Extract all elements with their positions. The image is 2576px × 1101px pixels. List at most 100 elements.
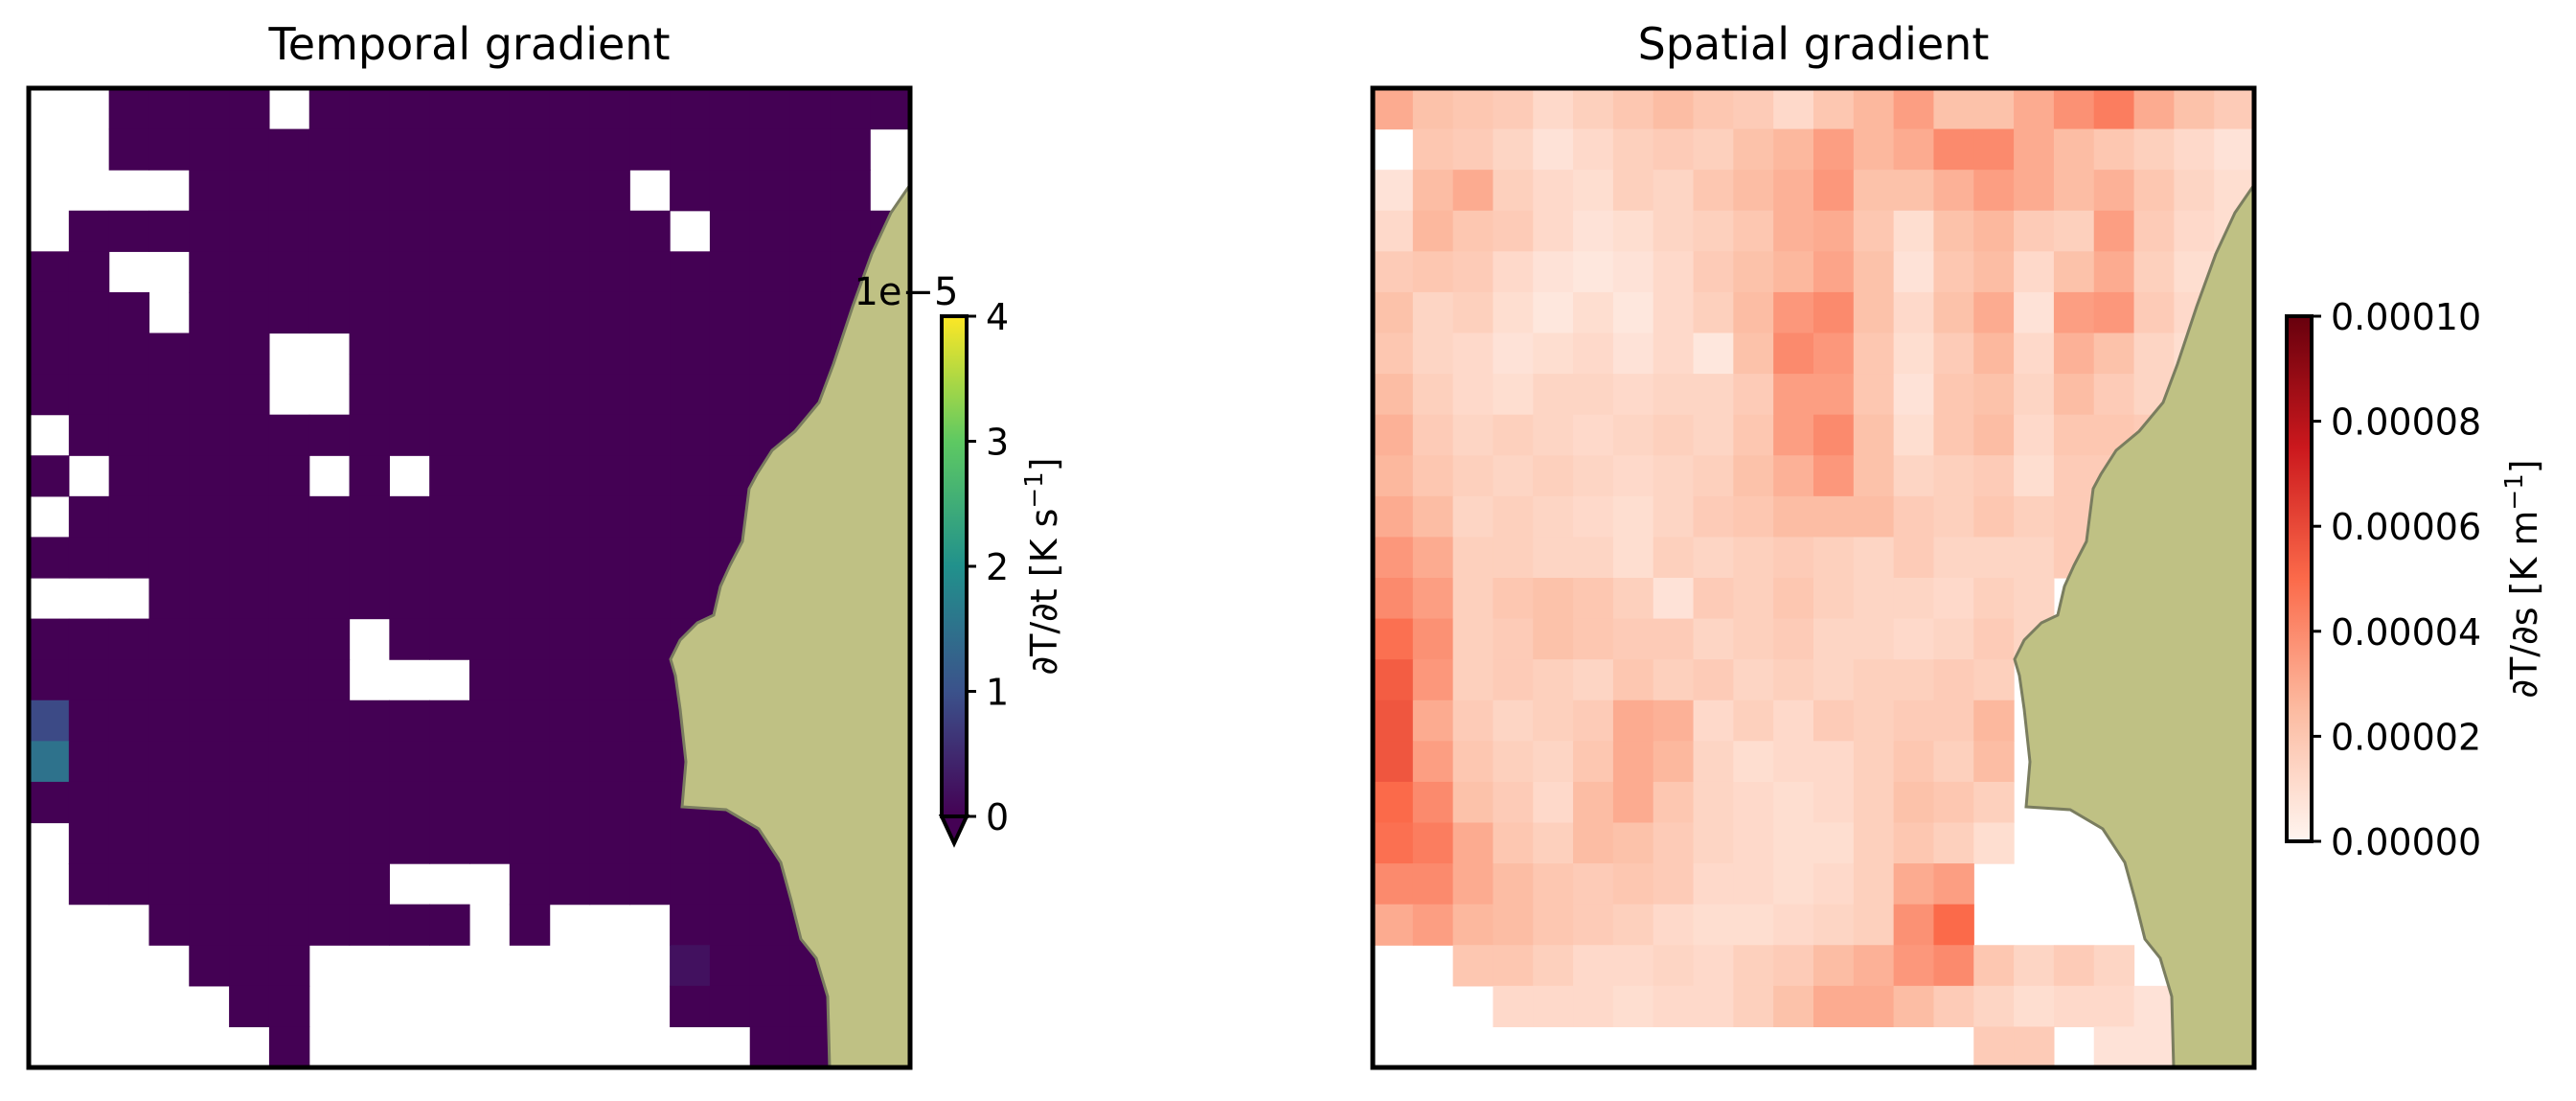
heatmap-cell — [29, 659, 70, 701]
heatmap-cell — [670, 414, 711, 456]
heatmap-cell — [429, 822, 470, 864]
heatmap-cell — [1973, 333, 2015, 375]
heatmap-cell — [1412, 414, 1454, 456]
heatmap-cell — [308, 495, 351, 539]
heatmap-cell — [629, 291, 671, 334]
heatmap-cell — [1373, 781, 1414, 824]
heatmap-cell — [68, 291, 110, 334]
heatmap-cell — [1973, 781, 2015, 824]
heatmap-cell — [1813, 863, 1855, 906]
heatmap-cell — [1813, 128, 1855, 171]
heatmap-cell — [229, 251, 270, 293]
heatmap-cell — [1773, 333, 1814, 375]
heatmap-cell — [268, 618, 310, 660]
heatmap-cell — [268, 781, 310, 824]
heatmap-cell — [1573, 822, 1614, 864]
heatmap-cell — [229, 618, 270, 660]
heatmap-cell — [1412, 210, 1454, 252]
heatmap-cell — [1933, 985, 1974, 1028]
heatmap-cell — [1733, 904, 1774, 946]
heatmap-cell — [1373, 414, 1414, 456]
heatmap-cell — [1773, 659, 1814, 701]
heatmap-cell — [1693, 414, 1734, 456]
heatmap-cell — [2093, 945, 2135, 987]
heatmap-cell — [1733, 374, 1774, 416]
heatmap-cell — [189, 291, 230, 334]
spatial-colorbar-label-main: ∂T/∂s [K m — [2503, 511, 2545, 699]
heatmap-cell — [1412, 291, 1454, 334]
heatmap-cell — [1373, 904, 1414, 946]
heatmap-cell — [1933, 822, 1974, 864]
heatmap-cell — [1853, 700, 1895, 742]
heatmap-cell — [1893, 781, 1935, 824]
heatmap-cell — [1733, 170, 1774, 212]
colorbar-tick-label: 1 — [986, 672, 1009, 714]
heatmap-cell — [1893, 822, 1935, 864]
heatmap-cell — [2014, 210, 2055, 252]
spatial-colorbar-fill — [2287, 316, 2312, 841]
temporal-colorbar: 0 1 2 3 4 1e−5 ∂T/∂t [K s−1] — [854, 270, 1065, 848]
heatmap-cell — [1653, 945, 1695, 987]
heatmap-cell — [108, 537, 150, 579]
heatmap-cell — [1373, 618, 1414, 660]
heatmap-cell — [108, 863, 150, 906]
heatmap-cell — [68, 822, 110, 864]
heatmap-cell — [469, 333, 511, 375]
heatmap-cell — [349, 291, 390, 334]
heatmap-cell — [549, 455, 591, 497]
heatmap-cell — [1893, 333, 1935, 375]
heatmap-cell — [1373, 700, 1414, 742]
heatmap-cell — [469, 455, 511, 497]
heatmap-cell — [749, 374, 791, 416]
heatmap-cell — [1853, 170, 1895, 212]
heatmap-cell — [1533, 985, 1574, 1028]
heatmap-cell — [1373, 537, 1414, 579]
heatmap-cell — [29, 700, 70, 742]
heatmap-cell — [1853, 210, 1895, 252]
heatmap-cell — [2053, 128, 2095, 171]
heatmap-cell — [1893, 170, 1935, 212]
heatmap-cell — [1653, 700, 1695, 742]
heatmap-cell — [1693, 537, 1734, 579]
heatmap-cell — [429, 741, 470, 783]
heatmap-cell — [670, 170, 711, 212]
heatmap-cell — [108, 495, 150, 539]
heatmap-cell — [1452, 741, 1494, 783]
heatmap-cell — [1573, 537, 1614, 579]
heatmap-cell — [108, 618, 150, 660]
heatmap-cell — [349, 88, 390, 130]
heatmap-cell — [1773, 128, 1814, 171]
heatmap-cell — [1733, 333, 1774, 375]
heatmap-cell — [1853, 985, 1895, 1028]
heatmap-cell — [1452, 945, 1494, 987]
heatmap-cell — [1653, 88, 1695, 130]
heatmap-cell — [1853, 904, 1895, 946]
heatmap-cell — [349, 904, 390, 946]
heatmap-cell — [268, 904, 310, 946]
heatmap-cell — [108, 781, 150, 824]
heatmap-cell — [1373, 741, 1414, 783]
heatmap-cell — [1533, 700, 1574, 742]
heatmap-cell — [1493, 578, 1534, 620]
heatmap-cell — [629, 700, 671, 742]
heatmap-cell — [1653, 333, 1695, 375]
heatmap-cell — [1573, 945, 1614, 987]
heatmap-cell — [1813, 170, 1855, 212]
heatmap-cell — [1973, 374, 2015, 416]
heatmap-cell — [629, 374, 671, 416]
heatmap-cell — [1693, 863, 1734, 906]
heatmap-cell — [2093, 291, 2135, 334]
heatmap-cell — [308, 291, 351, 334]
heatmap-cell — [268, 251, 310, 293]
colorbar-tick-label: 0.00004 — [2331, 611, 2481, 654]
heatmap-cell — [1452, 537, 1494, 579]
heatmap-cell — [1853, 741, 1895, 783]
heatmap-cell — [670, 455, 711, 497]
heatmap-cell — [589, 781, 630, 824]
heatmap-cell — [629, 659, 671, 701]
heatmap-cell — [1493, 904, 1534, 946]
heatmap-cell — [1612, 251, 1654, 293]
heatmap-cell — [1653, 578, 1695, 620]
heatmap-cell — [148, 210, 190, 252]
heatmap-cell — [1773, 374, 1814, 416]
